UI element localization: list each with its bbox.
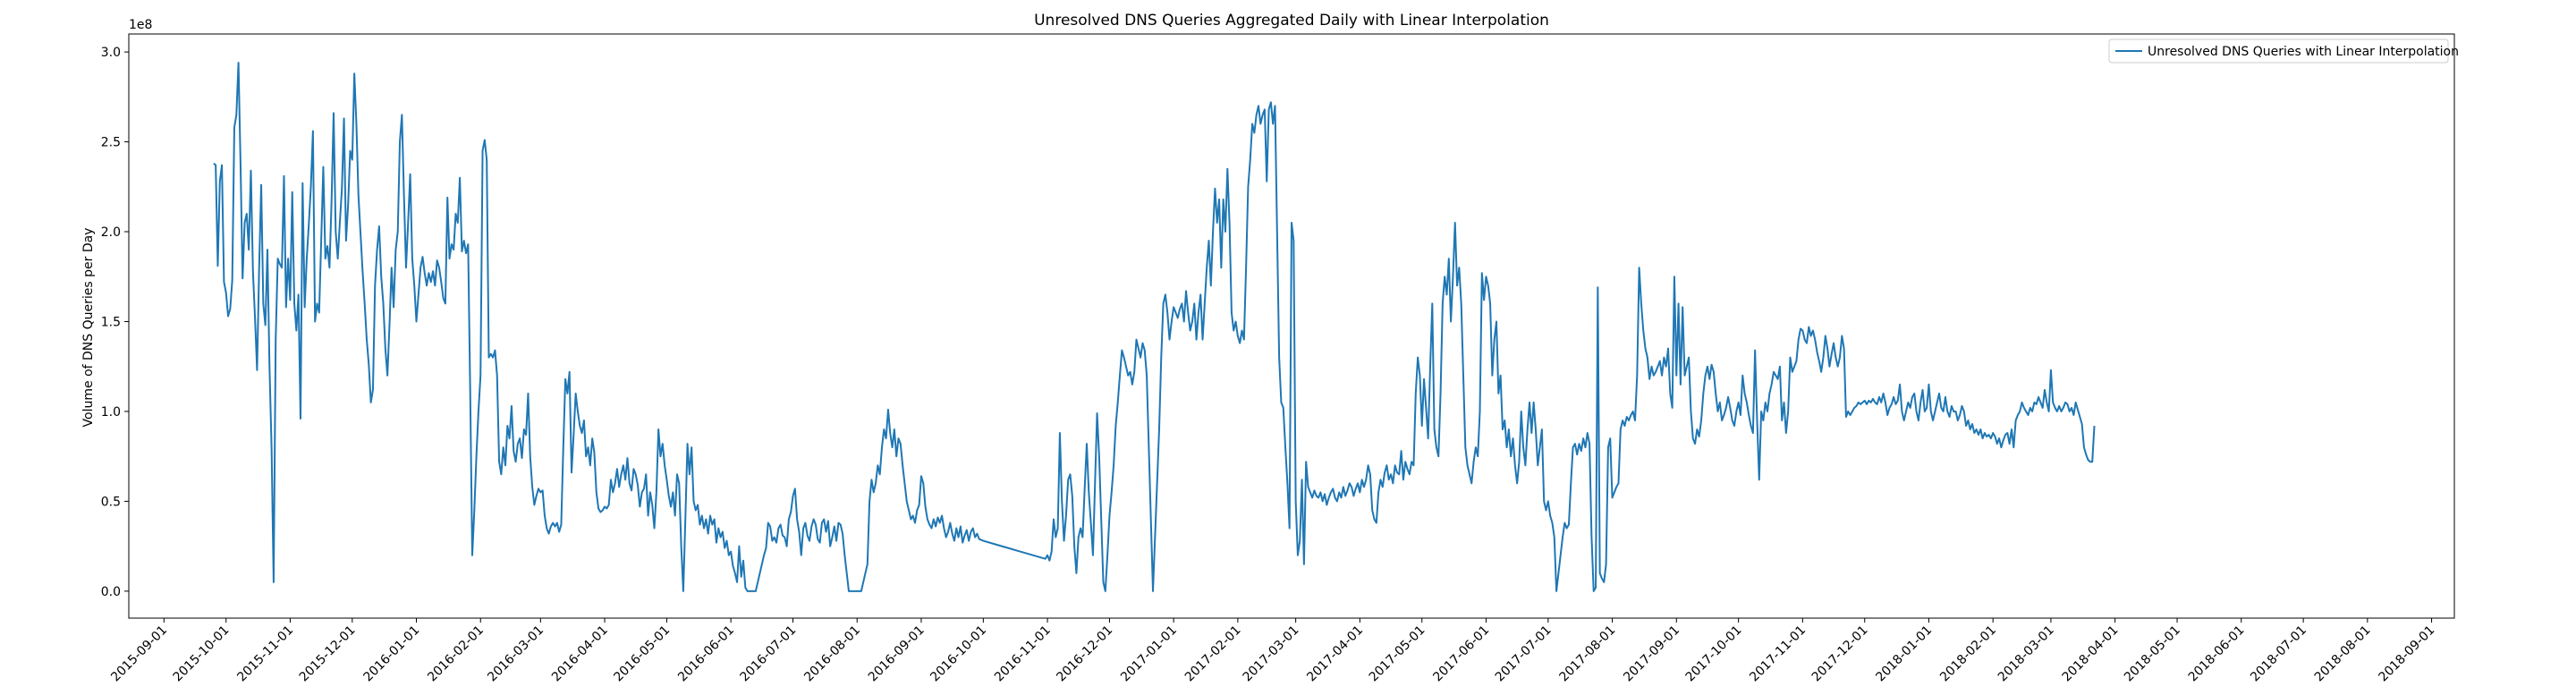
- plot-frame: [128, 33, 2455, 619]
- plot-area: [128, 33, 2455, 619]
- y-tick-label: 0.0: [101, 585, 121, 599]
- chart-title: Unresolved DNS Queries Aggregated Daily …: [1034, 12, 1549, 30]
- y-tick-label: 0.5: [101, 495, 121, 509]
- legend-box: [2108, 38, 2449, 64]
- legend: Unresolved DNS Queries with Linear Inter…: [2108, 38, 2459, 64]
- y-tick-label: 1.5: [101, 315, 121, 329]
- y-tick-label: 2.5: [101, 136, 121, 150]
- y-tick-label: 2.0: [101, 225, 121, 240]
- y-tick-label: 3.0: [101, 46, 121, 60]
- y-tick-label: 1.0: [101, 405, 121, 420]
- y-axis: 0.0 0.5 1.0 1.5 2.0 2.5 3.0: [101, 46, 129, 599]
- legend-label: Unresolved DNS Queries with Linear Inter…: [2148, 45, 2459, 59]
- series-line: [213, 62, 2096, 592]
- y-offset-label: 1e8: [129, 18, 152, 32]
- series-layer: [213, 62, 2096, 592]
- y-axis-label: Volume of DNS Queries per Day: [81, 228, 96, 428]
